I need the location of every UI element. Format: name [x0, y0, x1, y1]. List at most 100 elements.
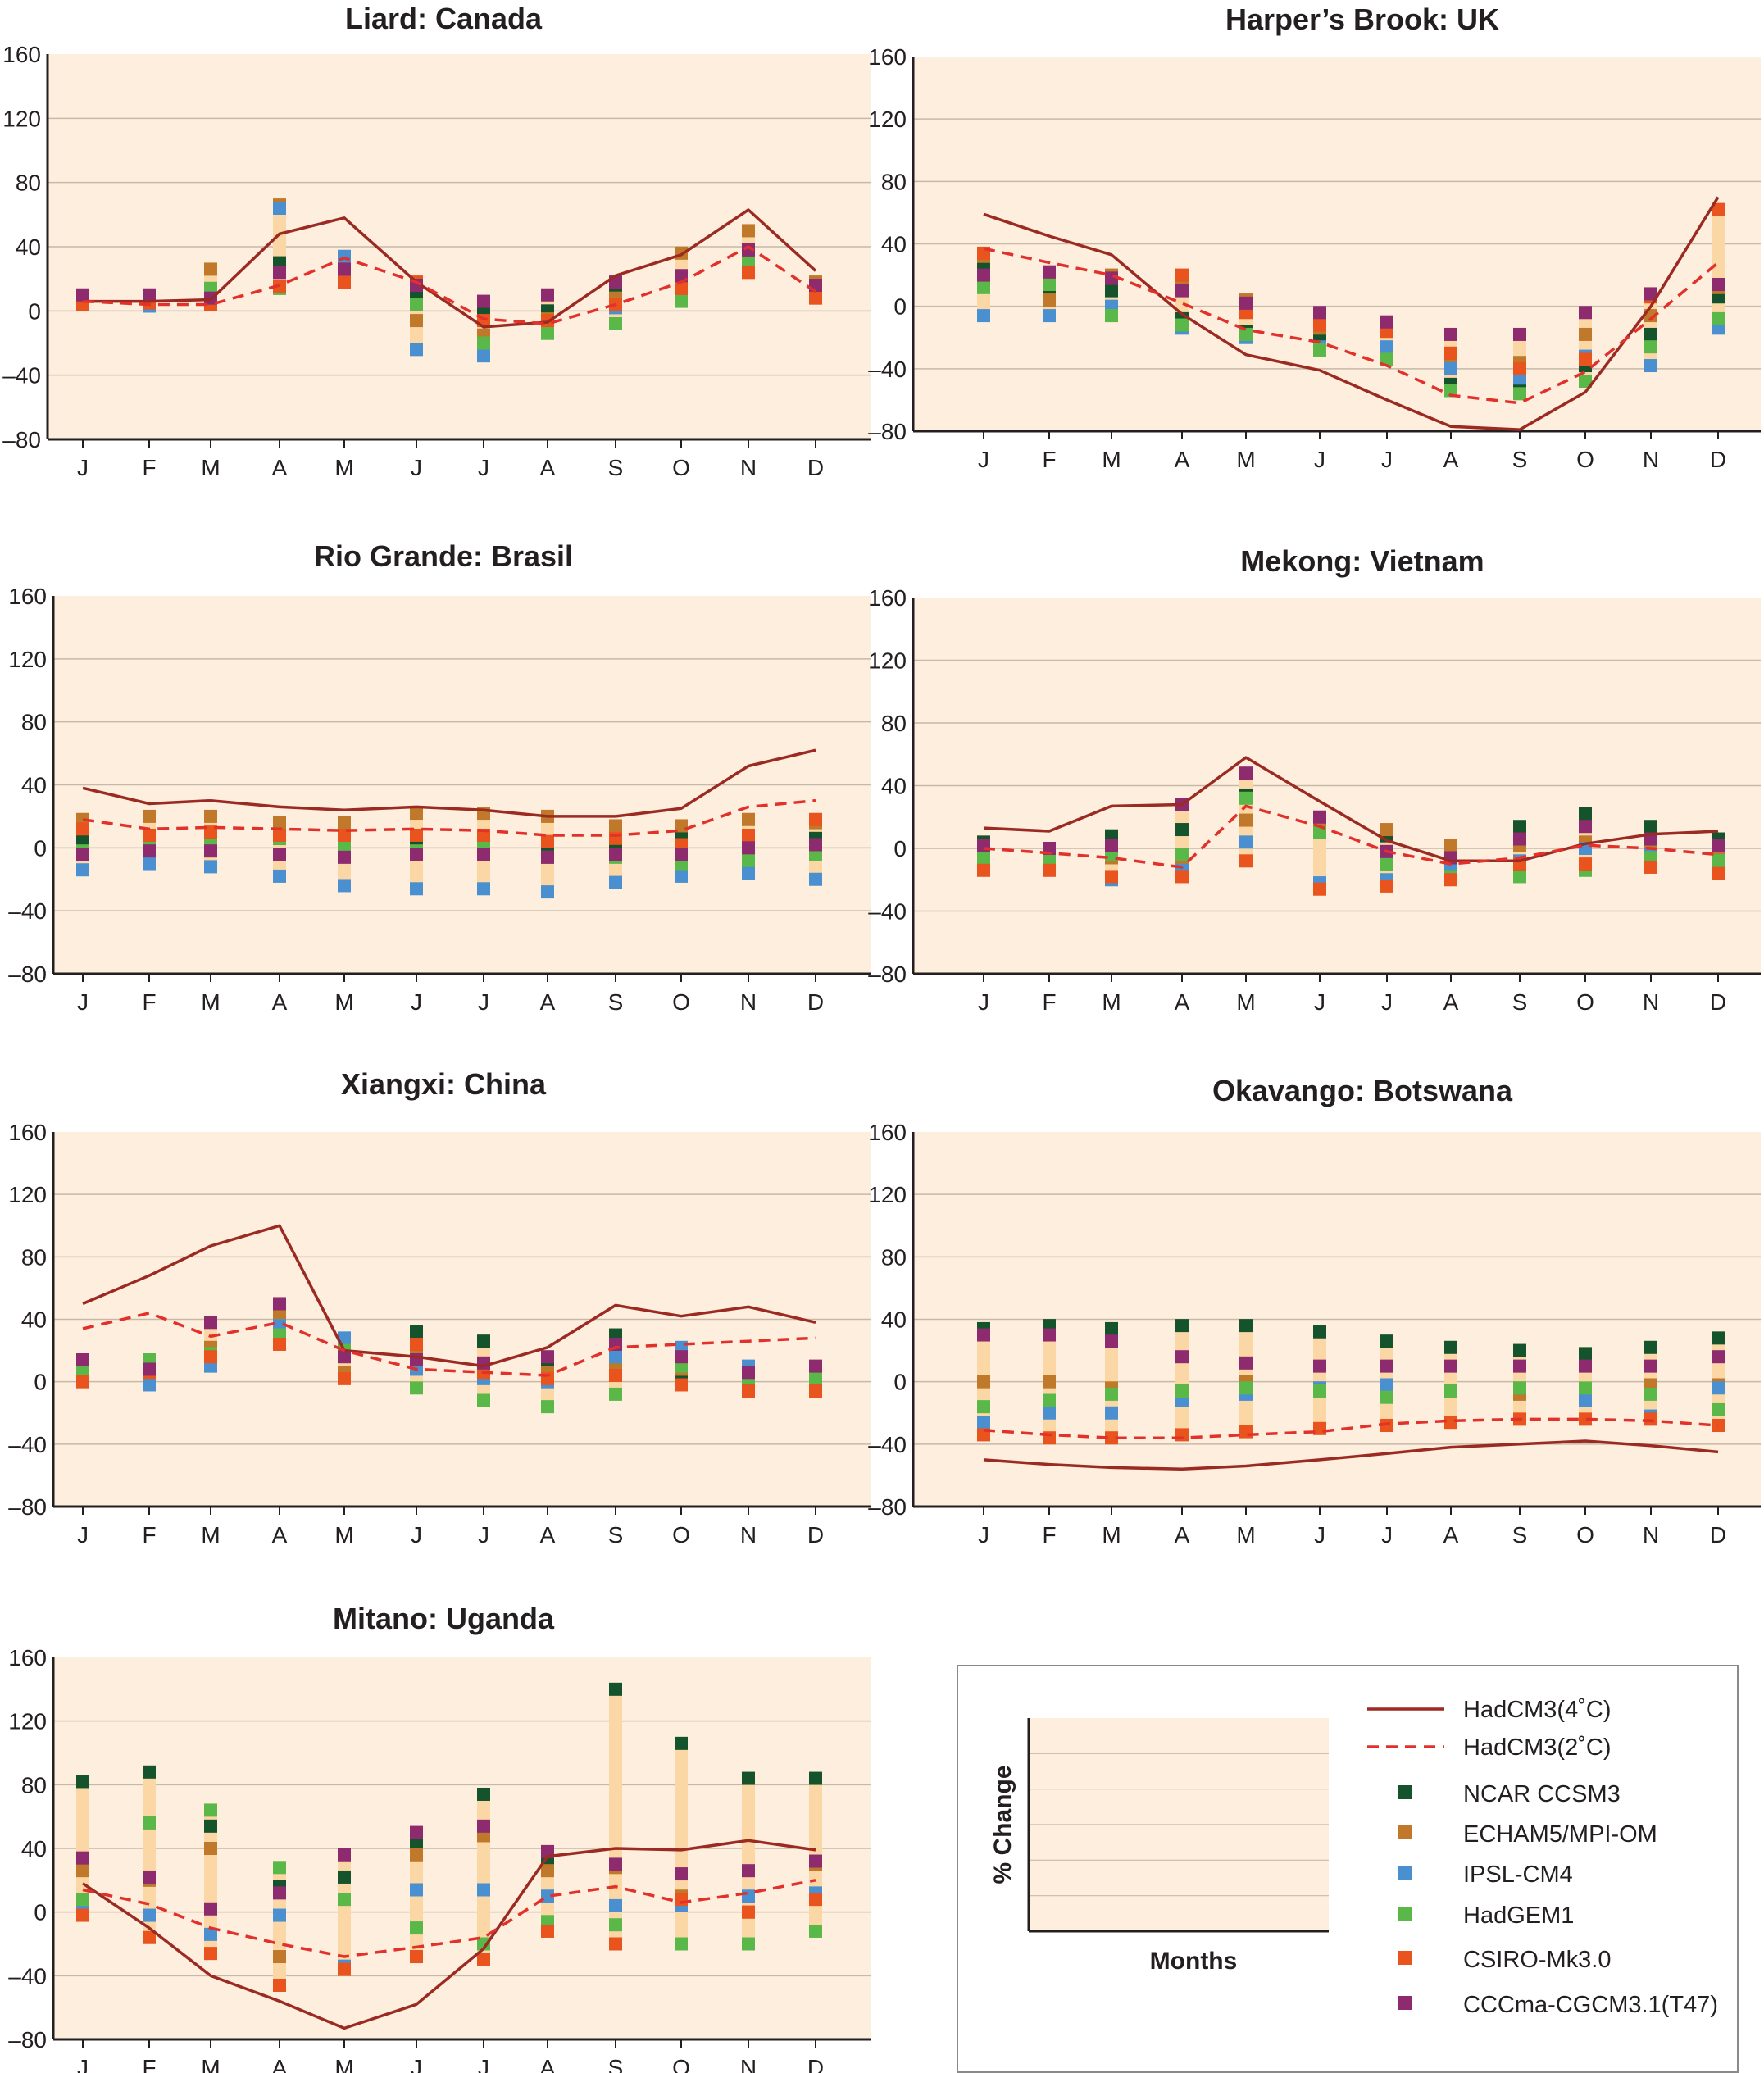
point-hadgem1 — [477, 1937, 490, 1951]
y-tick-label: 120 — [868, 107, 907, 132]
x-tick-label: A — [1175, 447, 1190, 472]
y-tick-label: –40 — [2, 363, 41, 389]
point-ipsl-cm4 — [1380, 340, 1393, 354]
point-cccma-cgcm3-1-t47 — [1579, 820, 1592, 834]
point-cccma-cgcm3-1-t47 — [273, 1297, 286, 1311]
point-hadgem1 — [477, 336, 490, 350]
y-tick-label: 160 — [8, 584, 47, 609]
point-ncar-ccsm3 — [1579, 1347, 1592, 1361]
point-hadgem1 — [410, 1921, 423, 1935]
line-hadcm3-2-c — [82, 1312, 816, 1377]
point-cccma-cgcm3-1-t47 — [273, 848, 286, 861]
chart-rio-grande-brasil: Rio Grande: Brasil 160 120 80 40 0 –40 –80 J F M A M… — [8, 539, 871, 1015]
point-csiro-mk3-0 — [1644, 860, 1657, 874]
point-hadgem1 — [1239, 327, 1253, 341]
point-ipsl-cm4 — [1380, 1378, 1393, 1392]
point-hadgem1 — [1239, 791, 1253, 805]
series-hadgem1 — [977, 1381, 1725, 1416]
point-echam5-mpi-om — [410, 1848, 423, 1862]
point-cccma-cgcm3-1-t47 — [809, 838, 822, 852]
point-cccma-cgcm3-1-t47 — [76, 1851, 89, 1865]
y-tick-label: –80 — [868, 419, 907, 444]
point-csiro-mk3-0 — [1444, 873, 1457, 887]
x-tick-label: N — [740, 2055, 757, 2073]
point-csiro-mk3-0 — [1105, 870, 1118, 884]
point-csiro-mk3-0 — [1175, 1428, 1189, 1442]
point-hadgem1 — [1175, 318, 1189, 332]
point-hadgem1 — [410, 1381, 423, 1395]
point-csiro-mk3-0 — [809, 291, 822, 305]
point-cccma-cgcm3-1-t47 — [204, 1902, 217, 1916]
y-tick-label: 160 — [868, 44, 907, 70]
y-tick-label: 80 — [16, 170, 41, 196]
x-tick-label: J — [978, 1522, 989, 1548]
line-hadcm3-4-c — [983, 756, 1719, 863]
x-tick-label: O — [672, 1522, 690, 1548]
x-tick-label: S — [608, 989, 624, 1015]
point-ncar-ccsm3 — [1644, 327, 1657, 341]
point-cccma-cgcm3-1-t47 — [1513, 327, 1526, 341]
point-csiro-mk3-0 — [1239, 1425, 1253, 1439]
y-tick-label: 160 — [868, 1120, 907, 1145]
point-echam5-mpi-om — [410, 807, 423, 821]
point-ipsl-cm4 — [1579, 1393, 1592, 1407]
point-cccma-cgcm3-1-t47 — [1239, 296, 1253, 310]
x-tick-label: M — [1102, 1522, 1121, 1548]
x-tick-label: J — [77, 989, 89, 1015]
x-tick-label: M — [1102, 447, 1121, 472]
x-tick-label: D — [807, 989, 824, 1015]
point-cccma-cgcm3-1-t47 — [742, 1864, 755, 1878]
point-cccma-cgcm3-1-t47 — [1380, 315, 1393, 329]
x-tick-label: M — [334, 455, 353, 480]
point-hadgem1 — [410, 298, 423, 311]
chart-harper-s-brook-uk: Harper’s Brook: UK 160 120 80 40 0 –40 –80 J F M A M… — [868, 2, 1761, 472]
y-tick-label: 120 — [868, 1182, 907, 1207]
model-range-bar — [675, 1743, 688, 1944]
series-hadgem1 — [76, 1803, 822, 1951]
point-csiro-mk3-0 — [143, 1930, 156, 1944]
point-cccma-cgcm3-1-t47 — [1579, 1359, 1592, 1373]
point-ipsl-cm4 — [143, 1908, 156, 1922]
point-hadgem1 — [1579, 375, 1592, 389]
x-tick-label: S — [1512, 1522, 1528, 1548]
point-csiro-mk3-0 — [273, 828, 286, 842]
point-hadgem1 — [742, 853, 755, 867]
x-tick-label: M — [1236, 447, 1255, 472]
point-hadgem1 — [1644, 1387, 1657, 1401]
x-tick-label: A — [1443, 1522, 1459, 1548]
x-tick-label: O — [672, 2055, 690, 2073]
line-hadcm3-2-c — [983, 804, 1719, 869]
point-csiro-mk3-0 — [143, 828, 156, 842]
point-cccma-cgcm3-1-t47 — [1105, 1334, 1118, 1348]
chart-mekong-vietnam: Mekong: Vietnam 160 120 80 40 0 –40 –80 J F M A M J J A… — [868, 544, 1761, 1015]
y-tick-label: –80 — [868, 961, 907, 987]
point-csiro-mk3-0 — [1444, 346, 1457, 360]
point-csiro-mk3-0 — [1043, 863, 1056, 877]
point-csiro-mk3-0 — [410, 1337, 423, 1351]
line-hadcm3-4-c — [83, 208, 817, 329]
x-tick-label: M — [201, 989, 220, 1015]
point-ncar-ccsm3 — [1313, 1325, 1326, 1339]
legend-label: IPSL-CM4 — [1463, 1862, 1573, 1888]
point-ipsl-cm4 — [410, 882, 423, 896]
point-csiro-mk3-0 — [809, 1893, 822, 1907]
point-csiro-mk3-0 — [338, 275, 351, 289]
x-tick-label: M — [201, 2055, 220, 2073]
y-tick-label: –40 — [868, 357, 907, 382]
legend-entry-hadcm3-2-c: HadCM3(2˚C) — [1367, 1734, 1611, 1761]
point-csiro-mk3-0 — [1313, 882, 1326, 896]
point-echam5-mpi-om — [742, 224, 755, 238]
line-hadcm3-4-c — [983, 196, 1720, 431]
x-tick-label: J — [77, 1522, 89, 1548]
point-ncar-ccsm3 — [1712, 1331, 1725, 1345]
x-tick-label: D — [1710, 447, 1726, 472]
x-tick-label: A — [1443, 447, 1459, 472]
x-tick-label: D — [807, 1522, 824, 1548]
x-tick-label: N — [1643, 447, 1659, 472]
legend-label: ECHAM5/MPI-OM — [1463, 1821, 1657, 1848]
legend-label: NCAR CCSM3 — [1463, 1781, 1621, 1807]
point-cccma-cgcm3-1-t47 — [1513, 1359, 1526, 1373]
point-hadgem1 — [977, 1400, 990, 1414]
point-echam5-mpi-om — [742, 812, 755, 826]
